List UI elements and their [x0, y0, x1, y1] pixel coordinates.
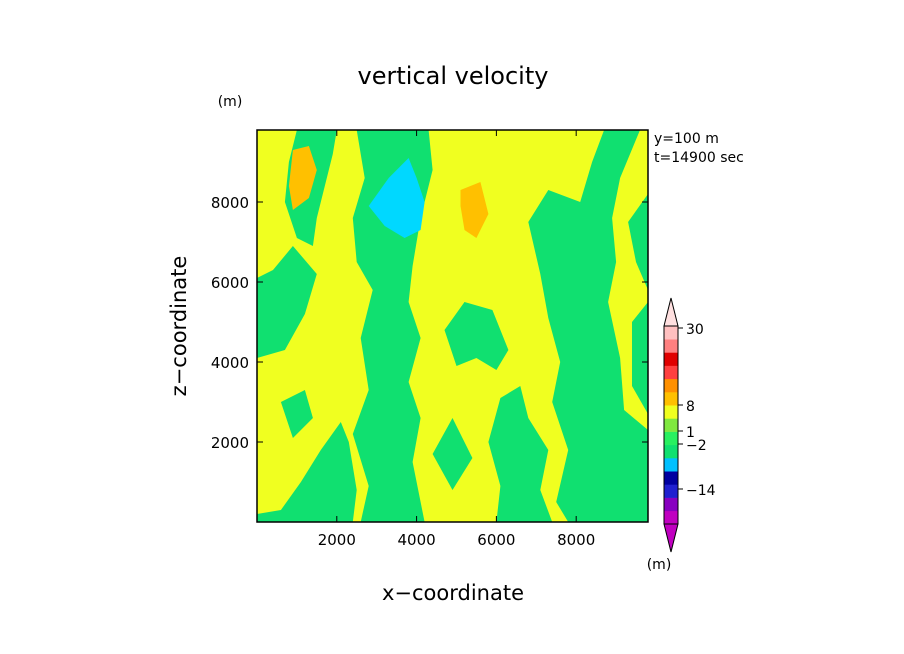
y-tick-label: 2000: [211, 434, 249, 452]
contour-region-green-8: [444, 302, 509, 370]
x-tick-label: 4000: [397, 531, 435, 549]
info-line-position: y=100 m: [654, 131, 719, 147]
colorbar-unit-label: (m): [647, 557, 672, 573]
contour-region-orange-13: [460, 182, 489, 238]
contour-region-green-2: [528, 130, 648, 522]
contour-region-green-6: [257, 246, 317, 358]
colorbar-level: [664, 510, 678, 525]
colorbar-bottom-extension: [663, 523, 679, 553]
contour-region-green-1: [628, 194, 648, 290]
contour-region-green-0: [632, 302, 648, 414]
colorbar-level: [664, 392, 678, 406]
contour-region-green-10: [280, 390, 313, 438]
y-tick-label: 6000: [211, 274, 249, 292]
colorbar-level: [664, 365, 678, 380]
x-tick-label: 8000: [557, 531, 595, 549]
colorbar-level: [664, 352, 678, 366]
contour-region-green-3: [488, 386, 553, 522]
contour-region-cyan-11: [368, 158, 425, 238]
y-tick-label: 8000: [211, 194, 249, 212]
colorbar-level: [664, 378, 678, 393]
colorbar-level: [664, 339, 678, 353]
colorbar-level: [664, 484, 678, 498]
colorbar-level: [664, 418, 678, 432]
y-unit-label: (m): [218, 94, 243, 110]
colorbar-level: [664, 458, 678, 472]
colorbar: 30 8 1−2 −14: [663, 297, 716, 553]
colorbar-label: 8: [686, 399, 695, 415]
colorbar-label: 1: [686, 425, 695, 441]
x-axis-ticks: 2000 4000 6000 8000: [318, 130, 595, 549]
info-line-time: t=14900 sec: [654, 150, 744, 166]
y-tick-label: 4000: [211, 354, 249, 372]
contour-region-orange-12: [288, 146, 317, 210]
x-tick-label: 2000: [318, 531, 356, 549]
x-tick-label: 6000: [477, 531, 515, 549]
colorbar-label: 30: [686, 322, 704, 338]
colorbar-top-extension: [663, 297, 679, 327]
contour-region-green-9: [432, 418, 473, 490]
colorbar-level: [664, 471, 678, 485]
colorbar-label: −14: [686, 483, 716, 499]
colorbar-level: [664, 497, 678, 512]
colorbar-frame: [663, 325, 679, 525]
y-axis-ticks: 2000 4000 6000 8000: [211, 194, 648, 452]
colorbar-level: [664, 405, 678, 419]
chart-title: vertical velocity: [358, 62, 549, 90]
contour-regions: [257, 130, 648, 522]
colorbar-level: [664, 431, 678, 446]
x-axis-label: x−coordinate: [382, 581, 524, 605]
contour-region-green-7: [257, 422, 357, 522]
plot-frame: [256, 129, 649, 523]
colorbar-label: −2: [686, 438, 707, 454]
colorbar-level: [664, 326, 678, 340]
y-axis-label: z−coordinate: [167, 256, 191, 397]
colorbar-level: [664, 444, 678, 459]
